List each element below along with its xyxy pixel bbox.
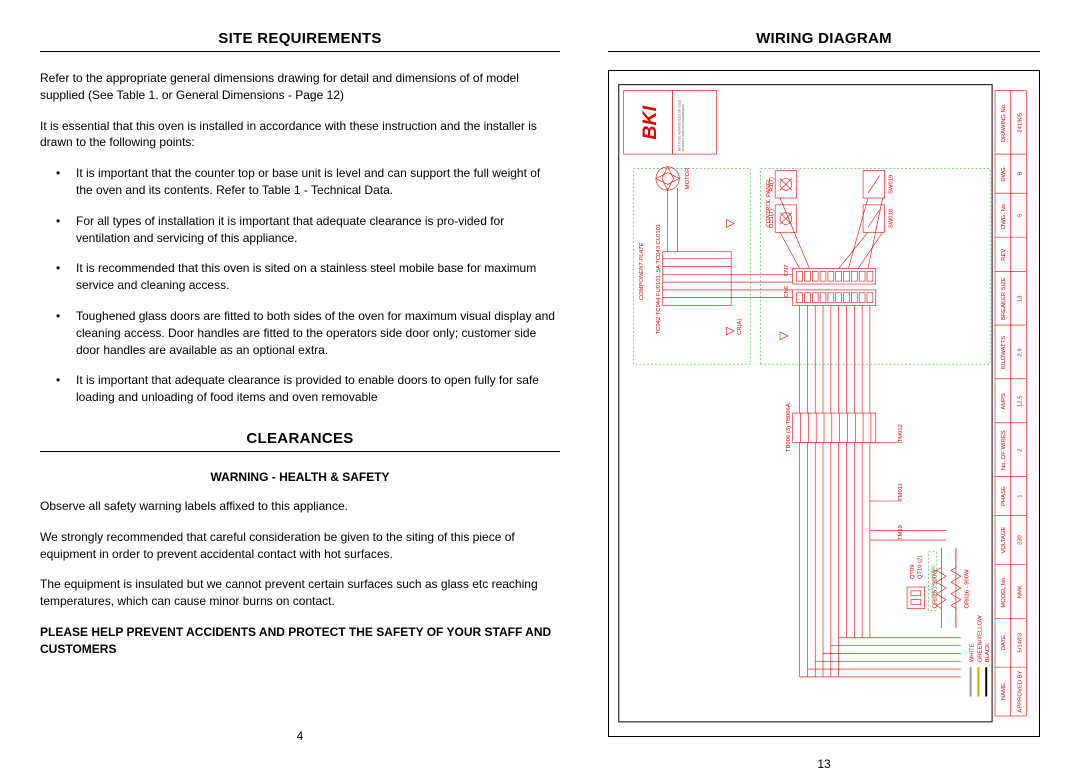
svg-text:230: 230 [1017, 534, 1023, 545]
list-item: It is important that adequate clearance … [76, 372, 560, 406]
svg-text:S: S [1017, 214, 1023, 218]
svg-text:No. OF WIRES: No. OF WIRES [1001, 430, 1007, 470]
svg-text:QT09: QT09 [910, 565, 916, 580]
wiring-diagram-svg: NAME DATE MODEL No. VOLTAGE PHASE No. OF… [609, 71, 1039, 736]
svg-text:GREEN/YELLOW: GREEN/YELLOW [977, 615, 983, 662]
svg-text:12.5: 12.5 [1017, 395, 1023, 407]
bki-logo: BKI [624, 91, 673, 155]
svg-text:WITHOUT WRITTEN PERMISSION: WITHOUT WRITTEN PERMISSION [681, 104, 685, 151]
section-title-site-requirements: SITE REQUIREMENTS [40, 30, 560, 52]
svg-text:DWG.: DWG. [1001, 165, 1007, 181]
svg-text:MOTOR: MOTOR [685, 168, 691, 190]
bullet-list: It is important that the counter top or … [40, 165, 560, 420]
heater-elements [936, 548, 960, 628]
paragraph: Refer to the appropriate general dimensi… [40, 70, 560, 104]
svg-text:NMK: NMK [1017, 585, 1023, 598]
svg-text:1: 1 [1017, 494, 1023, 497]
svg-text:TB006 (3) TB006A: TB006 (3) TB006A [786, 403, 792, 452]
list-item: It is recommended that this oven is site… [76, 260, 560, 294]
list-item: Toughened glass doors are fitted to both… [76, 308, 560, 358]
svg-text:PHASE: PHASE [1001, 486, 1007, 506]
svg-text:241905: 241905 [1017, 112, 1023, 132]
svg-text:APPROVED BY: APPROVED BY [1017, 670, 1023, 712]
motor-symbol: MOTOR [656, 167, 691, 190]
svg-text:KILOWATTS: KILOWATTS [1001, 336, 1007, 369]
right-column: WIRING DIAGRAM [608, 30, 1040, 743]
switch-block [775, 171, 796, 233]
warning-heading: WARNING - HEALTH & SAFETY [40, 470, 560, 484]
svg-text:CR(A): CR(A) [737, 319, 743, 335]
svg-text:BREAKER SIZE: BREAKER SIZE [1001, 277, 1007, 320]
paragraph: It is essential that this oven is instal… [40, 118, 560, 152]
svg-text:5/14/03: 5/14/03 [1017, 633, 1023, 653]
wiring-diagram: NAME DATE MODEL No. VOLTAGE PHASE No. OF… [608, 70, 1040, 737]
left-column: SITE REQUIREMENTS Refer to the appropria… [40, 30, 560, 743]
svg-text:NAME: NAME [1001, 683, 1007, 700]
svg-text:MODEL No.: MODEL No. [1001, 576, 1007, 608]
svg-text:2: 2 [1017, 449, 1023, 452]
list-item: For all types of installation it is impo… [76, 213, 560, 247]
svg-text:B: B [1017, 172, 1023, 176]
svg-text:BKI: BKI [639, 105, 661, 139]
svg-text:13: 13 [1017, 295, 1023, 302]
svg-text:VOLTAGE: VOLTAGE [1001, 527, 1007, 554]
svg-text:DATE: DATE [1001, 635, 1007, 650]
svg-text:BLACK: BLACK [985, 643, 991, 662]
paragraph: The equipment is insulated but we cannot… [40, 576, 560, 610]
svg-text:REV: REV [1001, 249, 1007, 261]
warning-paragraph: PLEASE HELP PREVENT ACCIDENTS AND PROTEC… [40, 624, 560, 658]
paragraph: Observe all safety warning labels affixe… [40, 498, 560, 515]
svg-text:CN6: CN6 [784, 286, 790, 298]
svg-text:900W - SS290: 900W - SS290 [930, 565, 936, 597]
svg-text:TM011: TM011 [898, 483, 904, 501]
svg-text:WHITE: WHITE [970, 643, 976, 662]
svg-text:2.9: 2.9 [1017, 348, 1023, 356]
svg-text:QT10 (2): QT10 (2) [918, 556, 924, 579]
svg-text:SW019: SW019 [888, 175, 894, 194]
title-block: NAME DATE MODEL No. VOLTAGE PHASE No. OF… [995, 91, 1026, 716]
wire-color-legend: WHITE GREEN/YELLOW BLACK [970, 615, 992, 697]
paragraph: We strongly recommended that careful con… [40, 529, 560, 563]
section-title-wiring-diagram: WIRING DIAGRAM [608, 30, 1040, 52]
svg-text:TM19: TM19 [898, 525, 904, 540]
svg-text:R1(7): R1(7) [769, 177, 775, 192]
svg-text:TC042 TC044 FU0101 .5A TC043 C: TC042 TC044 FU0101 .5A TC043 CL0101 [656, 224, 662, 335]
svg-text:DRAWING No.: DRAWING No. [1001, 103, 1007, 142]
list-item: It is important that the counter top or … [76, 165, 560, 199]
svg-text:AMPS: AMPS [1001, 393, 1007, 410]
page-number-left: 4 [40, 709, 560, 743]
section-title-clearances: CLEARANCES [40, 430, 560, 452]
svg-text:DWG. No.: DWG. No. [1001, 202, 1007, 229]
svg-text:TM012: TM012 [898, 424, 904, 442]
svg-text:COMPONENT PLATE: COMPONENT PLATE [639, 242, 645, 300]
svg-text:OR026 - 900W: OR026 - 900W [965, 569, 971, 609]
page-number-right: 13 [608, 737, 1040, 771]
svg-text:OD1(7): OD1(7) [769, 209, 775, 228]
power-inlet [907, 587, 925, 608]
svg-text:SW018: SW018 [888, 209, 894, 228]
